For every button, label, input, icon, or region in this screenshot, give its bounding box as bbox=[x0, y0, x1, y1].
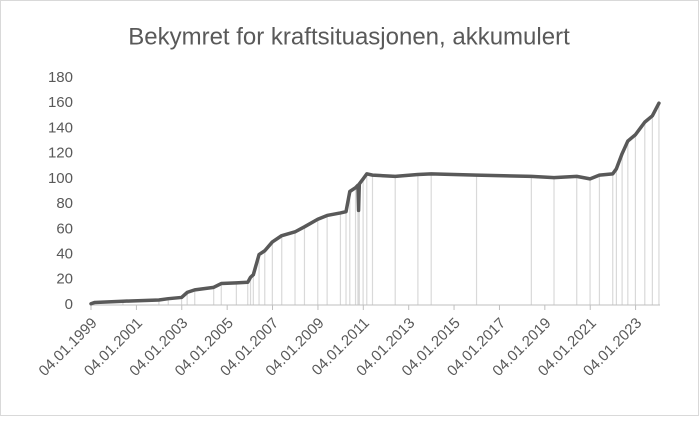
y-tick-label: 100 bbox=[48, 170, 73, 187]
y-tick-label: 160 bbox=[48, 94, 73, 111]
chart-title: Bekymret for kraftsituasjonen, akkumuler… bbox=[128, 23, 570, 50]
y-tick-label: 80 bbox=[56, 195, 73, 212]
data-line bbox=[89, 101, 661, 306]
y-tick-label: 40 bbox=[56, 246, 73, 263]
y-tick-label: 120 bbox=[48, 145, 73, 162]
y-tick-label: 20 bbox=[56, 271, 73, 288]
y-tick-label: 140 bbox=[48, 119, 73, 136]
y-tick-label: 0 bbox=[65, 296, 73, 313]
y-tick-label: 180 bbox=[48, 69, 73, 86]
y-tick-label: 60 bbox=[56, 220, 73, 237]
